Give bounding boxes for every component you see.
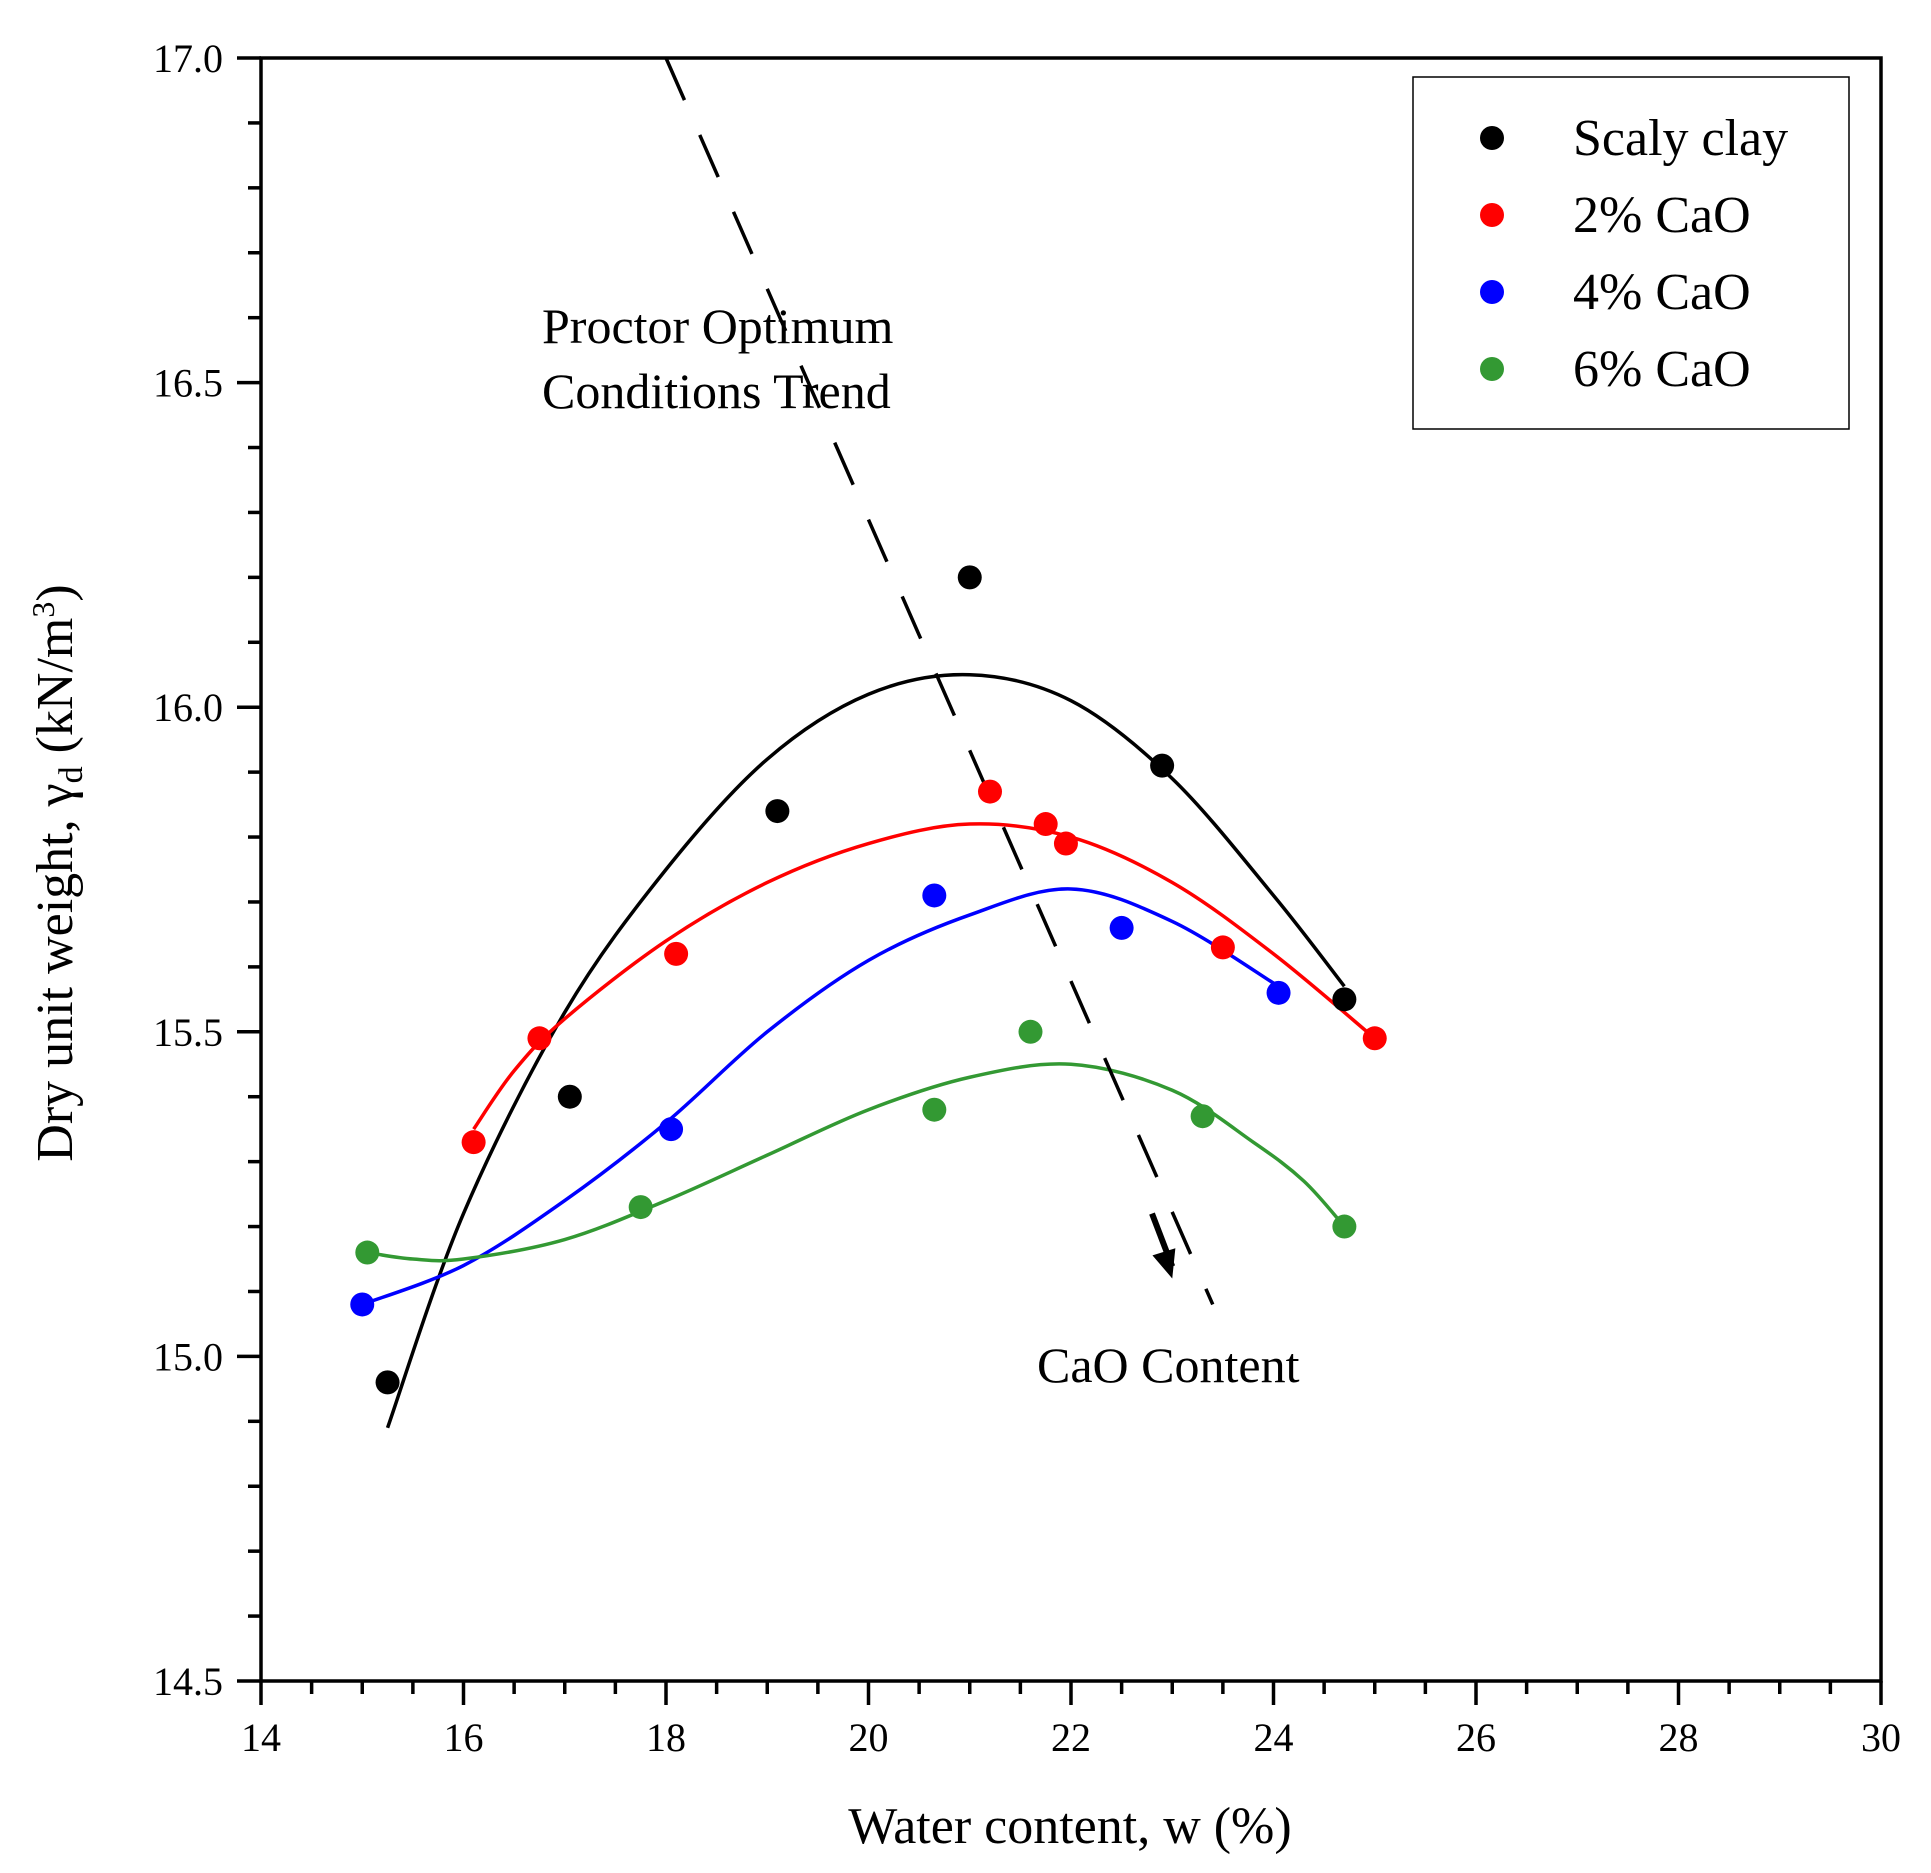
x-tick-label: 22: [1051, 1715, 1091, 1760]
trend-label-line1: Proctor Optimum: [542, 298, 893, 354]
data-point-6-cao: [1018, 1019, 1043, 1044]
fit-curve-4-cao: [361, 887, 1280, 1307]
fit-curves: [361, 672, 1376, 1429]
data-point-4-cao: [1266, 980, 1291, 1005]
data-point-2-cao: [978, 779, 1002, 804]
data-point-4-cao: [922, 883, 947, 908]
x-tick-label: 30: [1861, 1715, 1901, 1760]
x-tick-labels: 14 16 18 20 22 24 26 28 30: [241, 1715, 1901, 1760]
y-axis-title-main: Dry unit weight, γ: [27, 783, 84, 1161]
y-axis-title: Dry unit weight, γd (kN/m3): [25, 584, 90, 1161]
data-point-4-cao: [1109, 915, 1134, 940]
data-point-2-cao: [664, 941, 689, 966]
y-tick-label: 14.5: [153, 1659, 223, 1704]
fit-curve-2-cao: [472, 822, 1376, 1131]
data-point-2-cao: [1033, 812, 1058, 837]
data-point-6-cao: [1190, 1104, 1215, 1129]
legend-label-scaly-clay: Scaly clay: [1573, 110, 1788, 167]
trend-group: [664, 57, 1215, 1306]
y-tick-label: 16.5: [153, 361, 223, 406]
data-point-scaly-clay: [765, 799, 790, 824]
legend-marker-6-cao: [1480, 357, 1504, 381]
trend-label-line2: Conditions Trend: [542, 363, 891, 419]
data-point-2-cao: [527, 1026, 552, 1051]
x-tick-label: 20: [849, 1715, 889, 1760]
x-axis-title: Water content, w (%): [848, 1798, 1291, 1855]
data-point-6-cao: [355, 1240, 380, 1265]
data-point-scaly-clay: [375, 1370, 400, 1395]
fit-curve-6-cao: [367, 1062, 1346, 1263]
x-tick-label: 24: [1254, 1715, 1294, 1760]
legend-marker-scaly-clay: [1480, 126, 1504, 150]
legend-label-6-cao: 6% CaO: [1573, 341, 1751, 398]
legend-label-4-cao: 4% CaO: [1573, 264, 1751, 321]
legend-marker-4-cao: [1480, 280, 1504, 304]
data-point-2-cao: [1362, 1026, 1387, 1051]
data-point-scaly-clay: [1150, 753, 1175, 778]
data-point-6-cao: [922, 1097, 947, 1122]
plot-area: 14 16 18 20 22 24 26 28 30 14.515.015.516.016.51…: [153, 36, 1901, 1760]
y-tick-label: 17.0: [153, 36, 223, 81]
y-tick-label: 15.0: [153, 1334, 223, 1379]
data-point-scaly-clay: [957, 565, 982, 590]
y-tick-labels: 14.5 15.0 15.5 16.0 16.5 17.0: [153, 36, 223, 1704]
data-point-6-cao: [628, 1195, 653, 1220]
x-tick-label: 16: [444, 1715, 484, 1760]
y-axis-title-unit: (kN/m: [27, 618, 84, 767]
data-point-4-cao: [659, 1117, 684, 1142]
trend-line: [664, 57, 1215, 1306]
x-tick-label: 14: [241, 1715, 281, 1760]
arrow-label: CaO Content: [1037, 1337, 1300, 1393]
x-tick-label: 18: [646, 1715, 686, 1760]
legend-marker-2-cao: [1480, 203, 1504, 227]
data-point-2-cao: [461, 1130, 486, 1155]
y-tick-label: 15.5: [153, 1010, 223, 1055]
data-point-4-cao: [350, 1292, 375, 1317]
data-point-6-cao: [1332, 1214, 1357, 1239]
data-point-2-cao: [1210, 935, 1235, 960]
legend: Scaly clay 2% CaO 4% CaO 6% CaO: [1412, 76, 1850, 430]
x-tick-label: 26: [1456, 1715, 1496, 1760]
axis-ticks: [237, 56, 1883, 1705]
y-axis-title-subscript: d: [53, 766, 90, 783]
y-axis-title-close: ): [27, 584, 84, 601]
arrow-head: [1152, 1248, 1176, 1279]
y-tick-label: 16.0: [153, 685, 223, 730]
data-point-scaly-clay: [557, 1084, 582, 1109]
data-point-scaly-clay: [1332, 987, 1357, 1012]
y-axis-title-superscript: 3: [25, 602, 61, 618]
legend-label-2-cao: 2% CaO: [1573, 187, 1751, 244]
data-points: [350, 565, 1387, 1395]
fit-curve-scaly-clay: [385, 672, 1346, 1429]
x-tick-label: 28: [1659, 1715, 1699, 1760]
data-point-2-cao: [1053, 831, 1078, 856]
